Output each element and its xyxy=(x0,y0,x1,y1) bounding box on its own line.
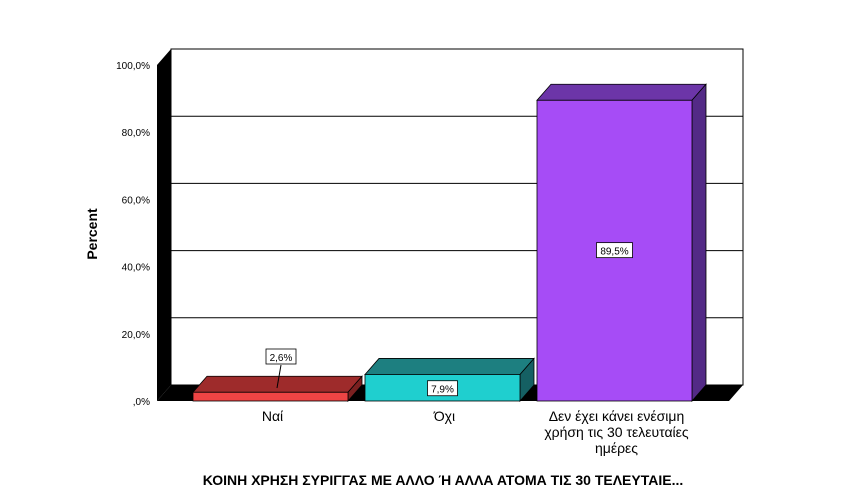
y-tick-label: 100,0% xyxy=(116,61,150,72)
y-tick-label: 80,0% xyxy=(122,128,150,139)
bar-top-face xyxy=(364,358,535,375)
data-label-box xyxy=(265,348,297,365)
data-label-box xyxy=(596,242,633,259)
x-axis-title: ΚΟΙΝΗ ΧΡΗΣΗ ΣΥΡΙΓΓΑΣ ΜΕ ΑΛΛΟ Ή ΑΛΛΑ ΑΤΟΜ… xyxy=(203,472,684,488)
y-tick-label: 20,0% xyxy=(122,330,150,341)
x-category-label: ημέρες xyxy=(595,440,638,456)
plot-left-wall xyxy=(157,49,171,401)
bar-group: 2,6% xyxy=(192,348,363,403)
data-label-box xyxy=(427,380,458,397)
bar xyxy=(364,374,521,402)
x-category-label: Ναί xyxy=(262,408,283,424)
data-label: 2,6% xyxy=(270,353,293,364)
x-category-label: Δεν έχει κάνει ενέσιμη xyxy=(549,408,685,424)
bar-top-face xyxy=(536,83,707,101)
bars: 2,6% 7,9% 89,5% xyxy=(192,83,707,403)
label-leader-line xyxy=(276,364,282,389)
y-tick-label: 60,0% xyxy=(122,195,150,206)
x-category-label: Όχι xyxy=(433,408,455,424)
y-axis-ticks: ,0% 20,0% 40,0% 60,0% 80,0% 100,0% xyxy=(116,61,150,408)
bar-group: 89,5% xyxy=(536,83,707,403)
bar xyxy=(192,391,349,402)
x-category-label: χρήση τις 30 τελευταίες xyxy=(544,424,689,440)
y-tick-label: ,0% xyxy=(133,397,150,408)
data-label: 7,9% xyxy=(431,385,454,396)
bar-side-face xyxy=(691,83,707,403)
bar-group: 7,9% xyxy=(364,357,535,403)
data-label: 89,5% xyxy=(600,247,628,258)
y-tick-label: 40,0% xyxy=(122,263,150,274)
y-axis-title: Percent xyxy=(84,208,100,260)
